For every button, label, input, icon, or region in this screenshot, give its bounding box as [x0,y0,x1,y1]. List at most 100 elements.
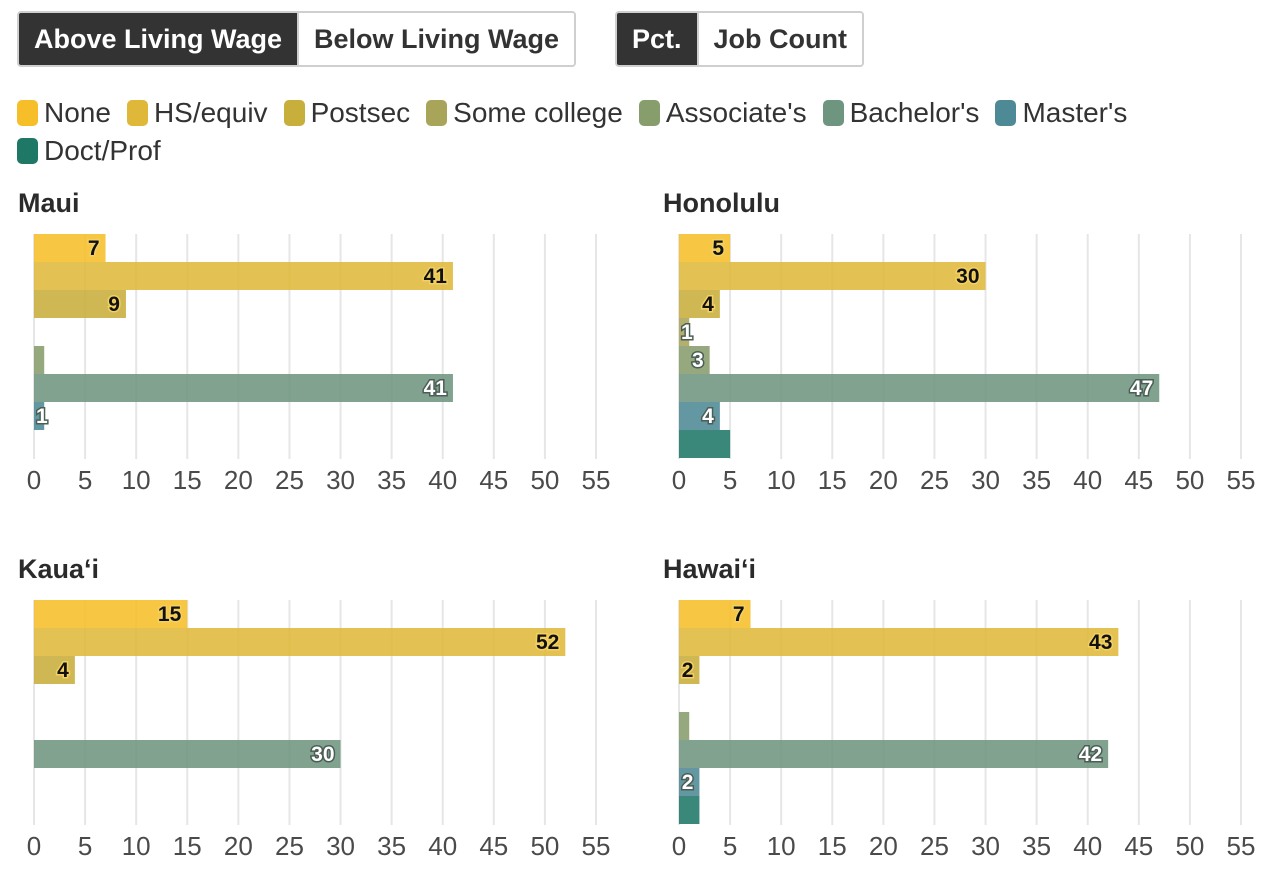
x-tick-label: 30 [971,831,1000,861]
bar-value-label: 47 [1130,377,1153,400]
legend-swatch [822,100,844,126]
x-tick-label: 25 [920,465,949,495]
legend-item: Bachelor's [822,97,980,128]
x-tick-label: 50 [530,831,559,861]
x-tick-label: 5 [78,465,92,495]
below-living-wage-button[interactable]: Below Living Wage [297,13,575,65]
legend-swatch [283,100,305,126]
bar [679,402,720,430]
bar [34,656,75,684]
bar-value-label: 42 [1079,743,1102,766]
x-tick-label: 5 [78,831,92,861]
bar [34,628,566,656]
wage-toggle: Above Living Wage Below Living Wage [17,11,577,67]
legend-swatch [995,100,1017,126]
x-tick-label: 35 [1022,831,1051,861]
bar [679,262,986,290]
legend-item: None [17,97,111,128]
x-tick-label: 25 [275,465,304,495]
x-tick-label: 45 [479,831,508,861]
x-tick-label: 50 [530,465,559,495]
bar-value-label: 30 [956,265,979,288]
bar-value-label: 7 [88,237,100,260]
x-tick-label: 25 [275,831,304,861]
x-tick-label: 55 [582,465,611,495]
x-tick-label: 40 [1073,465,1102,495]
legend-label: HS/equiv [153,97,268,128]
x-tick-label: 5 [723,465,737,495]
legend-label: Master's [1022,97,1128,128]
x-tick-label: 30 [326,465,355,495]
bar-value-label: 4 [702,293,714,316]
pct-button[interactable]: Pct. [617,13,697,65]
panel-title-honolulu: Honolulu [663,188,780,218]
bar [679,234,731,262]
x-tick-label: 40 [1073,831,1102,861]
panel-title-kauai: Kaua‘i [18,554,100,584]
bar [679,768,700,796]
x-tick-label: 35 [377,831,406,861]
legend-item: Doct/Prof [17,135,161,166]
x-tick-label: 35 [377,465,406,495]
bar-value-label: 3 [692,349,704,372]
bar-value-label: 41 [424,265,448,288]
legend-label: Doct/Prof [44,135,161,166]
legend-label: None [44,97,111,128]
bar [34,740,341,768]
bar [34,374,453,402]
x-tick-label: 45 [1124,465,1153,495]
bar [34,262,453,290]
bar [679,318,690,346]
legend-item: Master's [995,97,1128,128]
legend-item: Postsec [283,97,411,128]
x-tick-label: 10 [767,831,796,861]
bar [679,346,710,374]
x-tick-label: 35 [1022,465,1051,495]
bar-value-label: 1 [681,321,693,344]
bar [679,374,1160,402]
x-tick-label: 0 [27,465,41,495]
chart-kauai: 0 5 10 15 20 25 30 35 40 45 50 55 15 52 4 30 [27,600,611,861]
x-tick-label: 20 [224,465,253,495]
x-tick-label: 5 [723,831,737,861]
bar [34,402,45,430]
bar [34,234,106,262]
x-tick-label: 15 [173,831,202,861]
x-tick-label: 50 [1175,465,1204,495]
bar [679,600,751,628]
legend-swatch [126,100,148,126]
legend-label: Associate's [665,97,807,128]
chart-hawaii: 0 5 10 15 20 25 30 35 40 45 50 55 7 43 2 42 2 [672,600,1256,861]
chart-legend: None HS/equiv Postsec Some college Associate… [17,97,1267,166]
legend-label: Postsec [310,97,411,128]
x-tick-label: 10 [767,465,796,495]
bar-value-label: 5 [712,237,724,260]
bar-value-label: 43 [1089,631,1112,654]
x-tick-label: 0 [672,465,686,495]
bar [679,656,700,684]
above-living-wage-button[interactable]: Above Living Wage [19,13,298,65]
x-tick-label: 40 [428,465,457,495]
x-tick-label: 55 [582,831,611,861]
legend-swatch [17,138,38,164]
legend-item: HS/equiv [126,97,268,128]
bar-value-label: 41 [424,377,448,400]
chart-maui: 0 5 10 15 20 25 30 35 40 45 50 55 7 41 9 41 1 [27,234,611,495]
x-tick-label: 10 [122,465,151,495]
job-count-button[interactable]: Job Count [696,13,863,65]
bar [679,712,690,740]
x-tick-label: 10 [122,831,151,861]
bar [679,430,731,458]
bar [679,290,720,318]
bar-value-label: 30 [311,743,334,766]
panel-title-maui: Maui [18,188,80,218]
bar-value-label: 1 [36,405,48,428]
x-tick-label: 55 [1227,831,1256,861]
bar-value-label: 4 [57,659,69,682]
legend-label: Bachelor's [849,97,980,128]
x-tick-label: 40 [428,831,457,861]
legend-swatch [426,100,448,126]
metric-toggle: Pct. Job Count [615,11,865,67]
x-tick-label: 15 [173,465,202,495]
x-tick-label: 15 [818,465,847,495]
